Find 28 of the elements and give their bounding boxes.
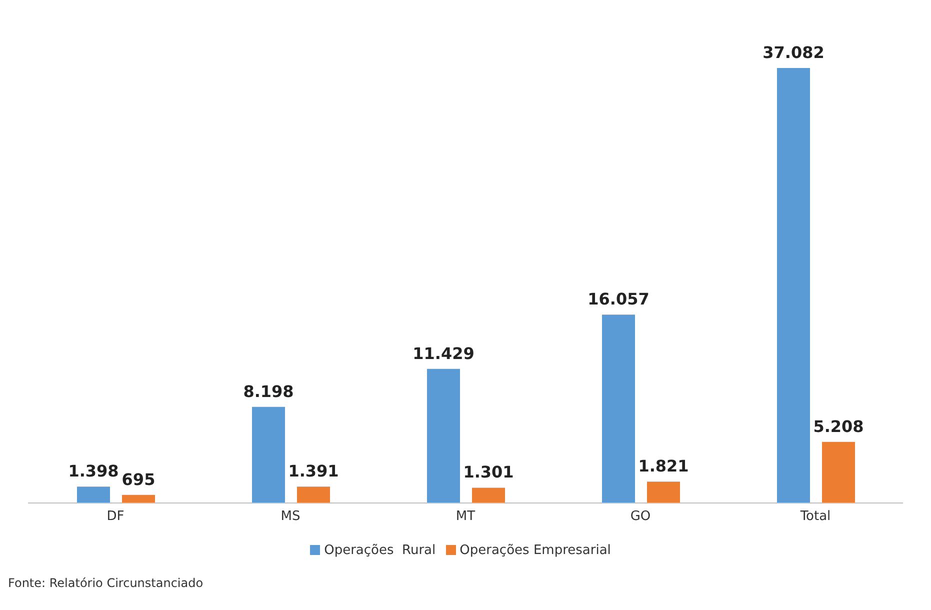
bar: [647, 482, 680, 503]
x-tick-label: DF: [106, 509, 124, 524]
data-label: 695: [122, 470, 156, 489]
data-label: 8.198: [243, 382, 294, 401]
data-label: 5.208: [813, 416, 864, 436]
data-label: 11.429: [412, 344, 474, 363]
data-label: 1.301: [463, 462, 514, 482]
bar: [472, 488, 505, 503]
x-tick-label: Total: [799, 509, 831, 524]
data-label: 37.082: [762, 43, 824, 62]
bar: [822, 442, 855, 503]
source-note: Fonte: Relatório Circunstanciado: [8, 576, 204, 590]
bar: [122, 494, 155, 503]
bar: [297, 486, 330, 503]
bar: [252, 406, 285, 503]
data-label: 1.398: [68, 462, 119, 481]
bar: [777, 68, 810, 503]
bar: [77, 486, 110, 503]
x-tick-label: MT: [456, 509, 476, 524]
legend-label: Operações Rural: [324, 543, 436, 558]
x-tick-label: MS: [280, 509, 300, 524]
legend-label: Operações Empresarial: [460, 543, 611, 558]
x-tick-label: GO: [630, 509, 651, 524]
data-label: 1.821: [638, 456, 689, 476]
bar: [602, 314, 635, 503]
bar: [427, 368, 460, 503]
data-label: 16.057: [588, 290, 650, 309]
data-label: 1.391: [288, 462, 339, 481]
